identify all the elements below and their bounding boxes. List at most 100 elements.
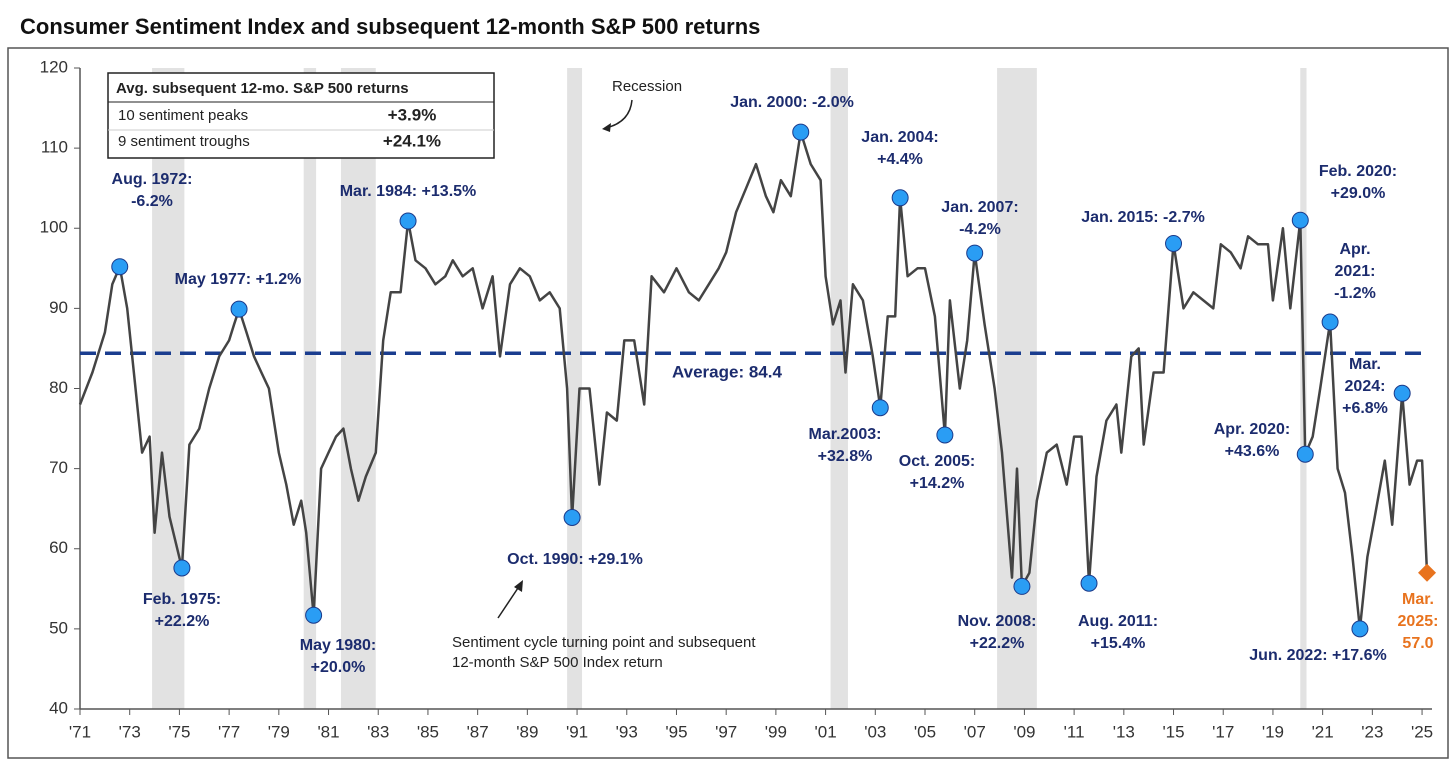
table-row-label: 9 sentiment troughs [118, 133, 250, 150]
point-label: Jun. 2022: +17.6% [1249, 647, 1386, 664]
y-tick-label: 120 [40, 57, 68, 76]
table-row-label: 10 sentiment peaks [118, 107, 248, 124]
point-label: +15.4% [1091, 635, 1146, 652]
point-label: Feb. 1975: [143, 591, 221, 608]
y-tick-label: 50 [49, 618, 68, 637]
point-label: Oct. 1990: +29.1% [507, 551, 643, 568]
x-tick-label: '79 [268, 722, 290, 741]
point-label: May 1977: +1.2% [175, 271, 302, 288]
point-label: -6.2% [131, 193, 173, 210]
turning-point [1393, 384, 1411, 402]
turning-point [936, 426, 954, 444]
x-tick-label: '93 [616, 722, 638, 741]
point-label: -4.2% [959, 221, 1001, 238]
x-tick-label: '95 [665, 722, 687, 741]
turning-note: 12-month S&P 500 Index return [452, 654, 663, 671]
point-label: Mar. [1349, 356, 1381, 373]
turning-point [230, 300, 248, 318]
point-label: +32.8% [818, 448, 873, 465]
point-label: Apr. 2020: [1214, 421, 1290, 438]
table-row-value: +3.9% [388, 105, 437, 124]
point-label: +22.2% [155, 613, 210, 630]
turning-point [563, 509, 581, 527]
turning-point [1296, 445, 1314, 463]
x-tick-label: '11 [1064, 722, 1085, 741]
recession-note: Recession [612, 78, 682, 95]
turning-point [871, 399, 889, 417]
x-tick-label: '09 [1013, 722, 1035, 741]
point-label: +20.0% [311, 659, 366, 676]
point-label: Mar. 1984: +13.5% [340, 183, 477, 200]
point-label: +29.0% [1331, 185, 1386, 202]
turning-point [1351, 620, 1369, 638]
latest-label: 2025: [1398, 613, 1439, 630]
point-label: +4.4% [877, 151, 923, 168]
point-label: +22.2% [970, 635, 1025, 652]
turning-point [1291, 211, 1309, 229]
x-tick-label: '87 [467, 722, 489, 741]
turning-point [1165, 234, 1183, 252]
recession-band [340, 68, 376, 709]
turning-point [111, 258, 129, 276]
point-label: Apr. [1339, 241, 1370, 258]
x-tick-label: '19 [1262, 722, 1284, 741]
x-tick-label: '83 [367, 722, 389, 741]
turning-point [792, 123, 810, 141]
x-tick-label: '17 [1212, 722, 1234, 741]
recession-band [997, 68, 1037, 709]
y-tick-label: 40 [49, 698, 68, 717]
latest-label: Mar. [1402, 591, 1434, 608]
x-tick-label: '91 [566, 722, 588, 741]
turning-arrow [497, 584, 521, 619]
x-tick-label: '81 [317, 722, 339, 741]
point-label: 2021: [1335, 263, 1376, 280]
latest-point [1418, 563, 1437, 582]
table-title: Avg. subsequent 12-mo. S&P 500 returns [116, 80, 409, 97]
x-tick-label: '21 [1312, 722, 1334, 741]
x-tick-label: '13 [1113, 722, 1135, 741]
x-tick-label: '99 [765, 722, 787, 741]
recession-band [152, 68, 185, 709]
point-label: Feb. 2020: [1319, 163, 1397, 180]
x-tick-label: '73 [119, 722, 141, 741]
turning-note: Sentiment cycle turning point and subseq… [452, 634, 756, 651]
sentiment-line [78, 130, 1429, 631]
x-tick-label: '89 [516, 722, 538, 741]
y-tick-label: 100 [40, 218, 68, 237]
table-frame [107, 72, 495, 159]
latest-label: 57.0 [1402, 635, 1433, 652]
recession-arrowhead [602, 123, 611, 132]
point-label: May 1980: [300, 637, 377, 654]
returns-table: Avg. subsequent 12-mo. S&P 500 returns 10… [107, 72, 495, 159]
x-tick-label: '77 [218, 722, 240, 741]
average-label: Average: 84.4 [672, 363, 782, 382]
point-label: +14.2% [910, 475, 965, 492]
turning-point [305, 606, 323, 624]
y-tick-label: 110 [41, 138, 68, 157]
turning-point [891, 189, 909, 207]
point-label: Mar.2003: [809, 426, 882, 443]
recession-band [830, 68, 848, 709]
x-tick-label: '97 [715, 722, 737, 741]
point-label: +6.8% [1342, 400, 1388, 417]
point-label: Jan. 2004: [861, 129, 938, 146]
point-label: -1.2% [1334, 285, 1376, 302]
y-tick-label: 90 [49, 298, 68, 317]
chart-frame [7, 47, 1449, 759]
x-tick-label: '05 [914, 722, 936, 741]
y-tick-label: 80 [49, 378, 68, 397]
x-tick-label: '01 [815, 722, 837, 741]
chart-title: Consumer Sentiment Index and subsequent … [20, 14, 760, 39]
recession-band [567, 68, 583, 709]
point-label: Aug. 1972: [112, 171, 193, 188]
x-tick-label: '23 [1361, 722, 1383, 741]
x-tick-label: '25 [1411, 722, 1433, 741]
table-row-value: +24.1% [383, 131, 441, 150]
turning-point [1321, 313, 1339, 331]
turning-point [966, 244, 984, 262]
turning-point [1013, 577, 1031, 595]
x-tick-label: '03 [864, 722, 886, 741]
point-label: 2024: [1345, 378, 1386, 395]
x-tick-label: '15 [1162, 722, 1184, 741]
